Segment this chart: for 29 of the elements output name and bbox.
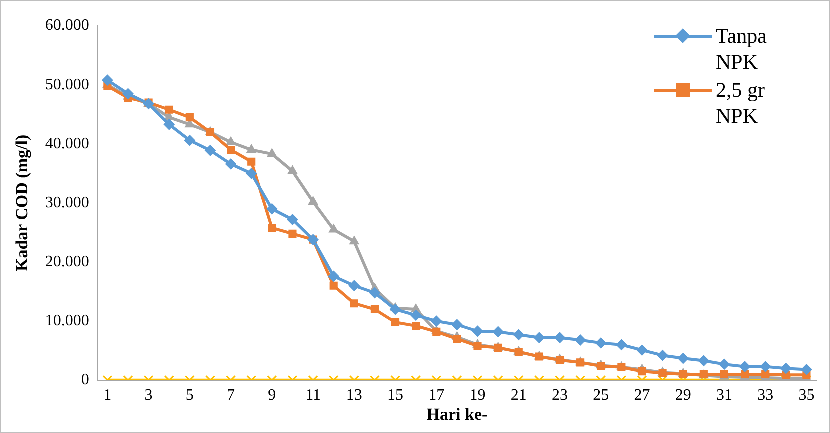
y-axis-title: Kadar COD (mg/l): [12, 134, 32, 272]
legend-label: Tanpa NPK: [716, 23, 768, 75]
x-axis-title: Hari ke-: [426, 405, 488, 424]
x-tick-label: 11: [306, 387, 321, 404]
y-tick-label: 10.000: [45, 312, 90, 330]
x-tick-label: 7: [227, 387, 236, 404]
x-tick-label: 31: [716, 387, 732, 404]
legend-label: 2,5 gr NPK: [716, 77, 766, 129]
y-tick-label: 60.000: [45, 17, 90, 34]
x-tick-label: 25: [593, 387, 610, 404]
x-tick-label: 19: [470, 387, 486, 404]
x-tick-label: 13: [346, 387, 362, 404]
x-tick-label: 35: [798, 387, 815, 404]
y-tick-label: 50.000: [45, 76, 90, 94]
x-tick-label: 33: [758, 387, 774, 404]
x-tick-label: 29: [675, 387, 692, 404]
y-tick-label: 40.000: [45, 135, 90, 152]
x-tick-label: 9: [268, 387, 276, 404]
x-tick-label: 3: [144, 387, 153, 404]
x-tick-label: 1: [104, 387, 112, 404]
x-tick-label: 15: [388, 387, 404, 404]
x-tick-label: 21: [510, 387, 527, 404]
x-tick-label: 5: [186, 387, 194, 404]
y-tick-label: 0: [81, 372, 90, 389]
y-tick-label: 30.000: [45, 194, 90, 212]
x-tick-label: 23: [552, 387, 568, 404]
x-tick-label: 17: [428, 387, 445, 404]
x-tick-label: 27: [634, 387, 650, 404]
y-tick-label: 20.000: [45, 253, 90, 270]
